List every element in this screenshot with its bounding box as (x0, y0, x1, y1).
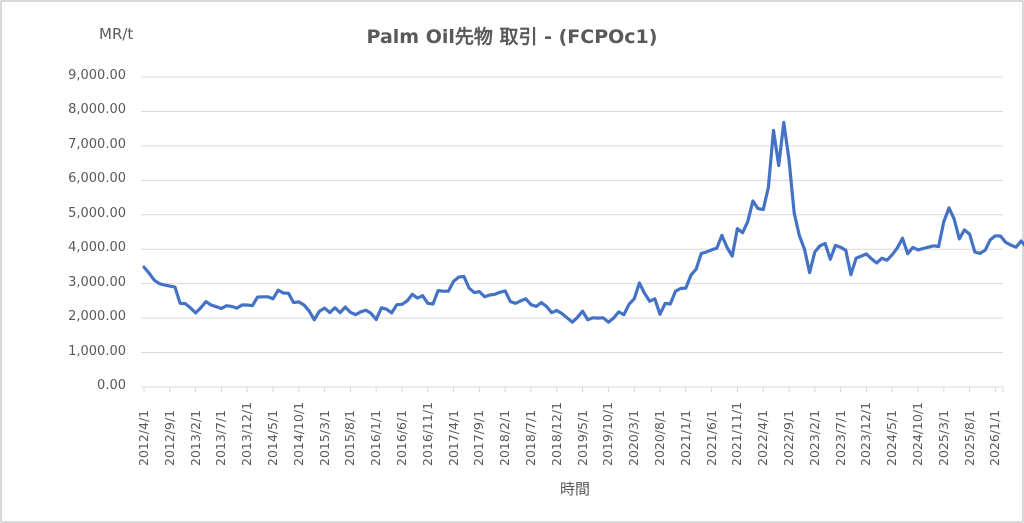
y-tick-label: 3,000.00 (68, 274, 126, 290)
y-tick-label: 8,000.00 (68, 102, 126, 118)
gridlines (141, 76, 1003, 354)
y-tick-label: 0.00 (97, 378, 126, 393)
x-axis-line (141, 386, 1004, 392)
chart-title: Palm Oil先物 取引 - (FCPOc1) (366, 26, 658, 48)
y-axis-unit-label: MR/t (99, 25, 134, 43)
y-tick-label: 2,000.00 (68, 309, 126, 325)
y-tick-label: 1,000.00 (68, 343, 126, 359)
y-tick-label: 7,000.00 (68, 136, 126, 152)
y-tick-label: 4,000.00 (68, 240, 126, 256)
y-tick-label: 9,000.00 (68, 68, 126, 83)
y-tick-label: 5,000.00 (68, 205, 126, 221)
x-axis-title: 時間 (559, 480, 590, 498)
price-line (142, 120, 1024, 324)
y-tick-label: 6,000.00 (68, 171, 126, 187)
